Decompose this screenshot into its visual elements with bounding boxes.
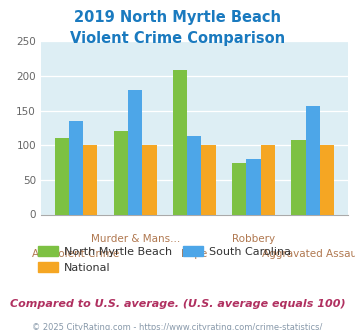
Text: 2019 North Myrtle Beach: 2019 North Myrtle Beach	[74, 10, 281, 25]
Bar	[306, 106, 320, 214]
Text: Robbery: Robbery	[232, 234, 275, 244]
Bar	[173, 70, 187, 214]
Bar	[114, 131, 128, 214]
Legend: North Myrtle Beach, National, South Carolina: North Myrtle Beach, National, South Caro…	[34, 242, 295, 278]
Text: Aggravated Assault: Aggravated Assault	[262, 249, 355, 259]
Text: Murder & Mans...: Murder & Mans...	[91, 234, 180, 244]
Bar	[246, 159, 261, 214]
Bar	[142, 145, 157, 214]
Text: © 2025 CityRating.com - https://www.cityrating.com/crime-statistics/: © 2025 CityRating.com - https://www.city…	[32, 323, 323, 330]
Text: All Violent Crime: All Violent Crime	[32, 249, 120, 259]
Bar	[187, 136, 201, 214]
Bar	[55, 138, 69, 214]
Text: Violent Crime Comparison: Violent Crime Comparison	[70, 31, 285, 46]
Bar	[128, 90, 142, 214]
Bar	[201, 145, 215, 214]
Bar	[320, 145, 334, 214]
Bar	[261, 145, 275, 214]
Bar	[69, 121, 83, 214]
Text: Rape: Rape	[181, 249, 207, 259]
Bar	[232, 163, 246, 214]
Text: Compared to U.S. average. (U.S. average equals 100): Compared to U.S. average. (U.S. average …	[10, 299, 345, 309]
Bar	[291, 140, 306, 214]
Bar	[83, 145, 97, 214]
